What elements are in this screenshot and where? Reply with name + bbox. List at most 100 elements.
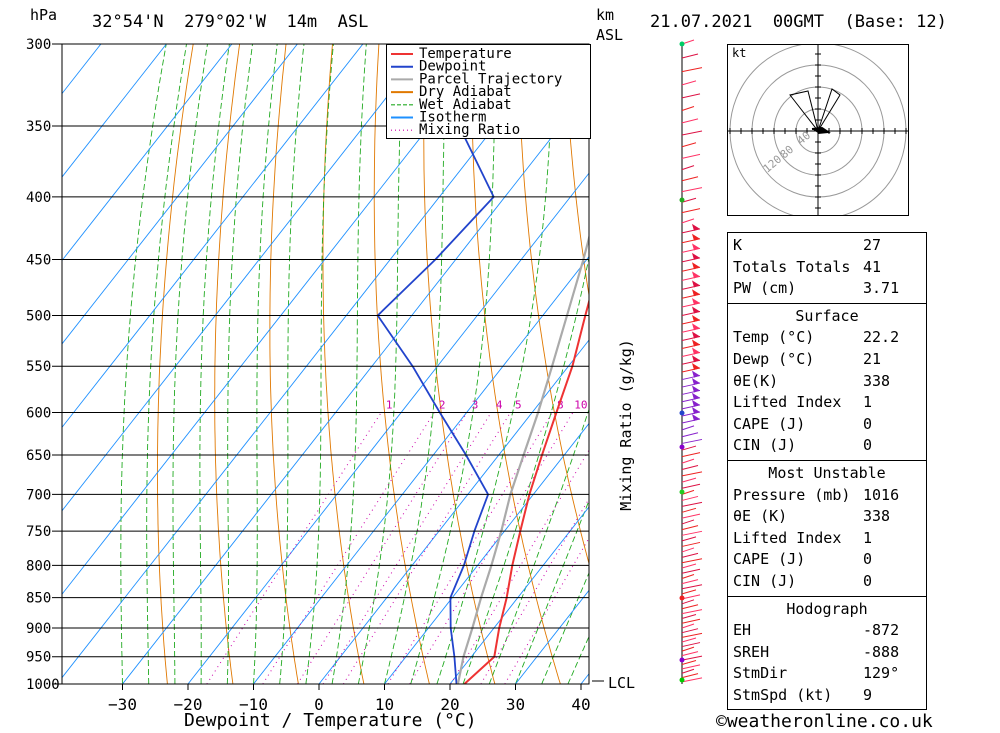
wind-level-marker [679,444,685,450]
legend: Temperature Dewpoint Parcel Trajectory Dry … [386,44,591,139]
mixing-ratio-label: 20 [641,398,654,411]
wet-adiabat [199,44,230,684]
wind-barb [681,584,703,590]
mu-theta-value: 338 [863,507,891,526]
legend-label: Wet Adiabat [419,97,512,113]
wind-barb [681,142,697,148]
wind-pennant [692,347,700,355]
wind-pennant [692,306,700,314]
sreh-row: SREH -888 [728,642,926,664]
wind-pennant [692,378,700,386]
mixing-ratio-label: 3 [472,398,479,411]
pressure-tick-label: 450 [26,253,51,269]
totals-label: Totals Totals [733,257,851,276]
mixing-ratio-axis-label: Mixing Ratio (g/kg) [617,339,635,511]
wind-barb [681,187,703,193]
wind-barb [681,197,697,203]
credit-text: ©weatheronline.co.uk [716,711,933,732]
wind-barb [681,483,701,489]
wind-pennant [692,323,700,331]
wind-barb [681,477,697,483]
wind-pennant [692,262,700,270]
mixing-ratio-label: 2 [439,398,446,411]
stmspd-value: 9 [863,685,873,704]
pressure-tick-label: 850 [26,591,51,607]
sreh-label: SREH [733,642,770,661]
wind-barb [681,628,699,634]
isotherm [187,172,589,684]
wind-barb [681,574,695,579]
wind-barb [681,432,699,438]
legend-label: Temperature [419,46,512,62]
wind-pennant [692,355,700,363]
isotherm [62,44,167,178]
wind-barb [681,589,697,595]
mixing-ratio-label: 25 [664,398,677,411]
wind-barb [681,604,699,610]
eh-value: -872 [863,621,900,640]
hodograph-trace [789,88,841,133]
wind-level-marker [679,489,685,495]
wind-barb [681,445,697,451]
wind-barb [681,525,699,531]
pressure-tick-label: 1000 [26,677,60,693]
x-tick-label: 40 [571,695,590,714]
hodograph-unit: kt [732,46,747,60]
wind-level-marker [679,410,685,416]
wind-pennant [692,297,700,305]
location-title: 32°54'N 279°02'W 14m ASL [92,12,369,32]
wind-pennant [692,223,700,231]
wind-barb [681,632,703,638]
hodograph-section: Hodograph EH -872 SREH -888 StmDir 129° Stm… [727,595,927,711]
wind-pennant [692,339,700,347]
mu-lifted-label: Lifted Index [733,528,842,547]
hodograph: 40 80 120 kt [727,42,909,220]
wind-level-marker [679,657,685,663]
surface-dewp-label: Dewp (°C) [733,349,815,368]
dry-adiabat [156,44,194,684]
wind-barb [681,655,703,661]
pressure-tick-label: 750 [26,524,51,540]
surface-cape-row: CAPE (J) 0 [728,414,926,436]
wind-pennant [692,370,700,378]
wind-pennant [692,243,700,251]
wind-barb [681,609,703,615]
pressure-tick-label: 900 [26,621,51,637]
wet-adiabat [146,44,187,684]
wind-barb [681,489,695,495]
pressure-tick-label: 550 [26,359,51,375]
isotherm [122,89,589,684]
wind-barb [681,471,703,477]
surface-dewp-row: Dewp (°C) 21 [728,349,926,371]
wind-pennant [692,289,700,297]
wind-barb [681,458,695,464]
hodograph-core [811,126,831,134]
wind-barb [681,613,697,619]
dry-adiabat [471,44,561,684]
mu-lifted-row: Lifted Index 1 [728,528,926,550]
wind-barb [681,218,695,224]
wind-barb [681,677,703,683]
wind-pennant [692,280,700,288]
legend-label: Isotherm [419,110,486,126]
wind-barb [681,673,699,679]
surface-lifted-value: 1 [863,393,873,412]
x-tick-label: 30 [506,695,525,714]
surface-cin-label: CIN (J) [733,436,797,455]
wind-barb [681,495,699,501]
surface-section: Surface Temp (°C) 22.2 Dewp (°C) 21 θE(K) 3… [727,302,927,461]
mu-cape-row: CAPE (J) 0 [728,549,926,571]
pressure-tick-label: 300 [26,37,51,53]
wind-barb [681,579,699,585]
wind-barb [681,651,699,657]
isotherm [62,44,364,429]
most-unstable-section: Most Unstable Pressure (mb) 1016 θE (K) 33… [727,459,927,597]
mu-cin-row: CIN (J) 0 [728,571,926,593]
mu-cin-label: CIN (J) [733,571,797,590]
stmspd-row: StmSpd (kt) 9 [728,685,926,707]
wind-barb [681,80,697,86]
surface-cape-value: 0 [863,414,873,433]
hodograph-title: Hodograph [786,599,868,618]
wind-barb [681,130,703,136]
date-title: 21.07.2021 00GMT (Base: 12) [650,12,947,32]
